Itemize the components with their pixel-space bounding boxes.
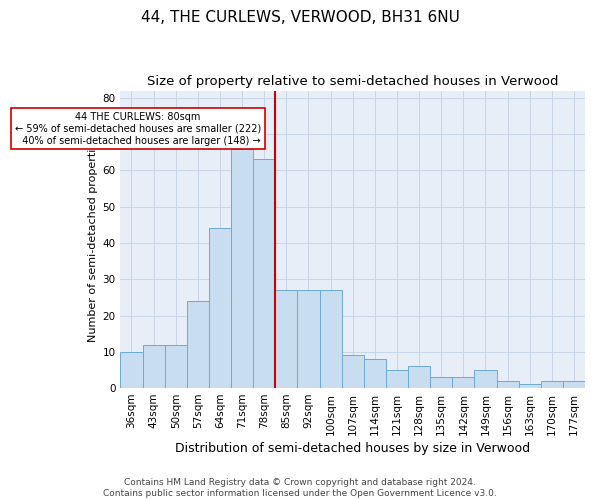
Bar xyxy=(275,290,298,388)
Bar xyxy=(518,384,541,388)
Bar xyxy=(364,359,386,388)
Bar xyxy=(408,366,430,388)
Bar xyxy=(320,290,341,388)
Bar xyxy=(231,148,253,388)
Bar xyxy=(253,160,275,388)
Bar xyxy=(341,356,364,388)
Bar xyxy=(452,377,475,388)
Title: Size of property relative to semi-detached houses in Verwood: Size of property relative to semi-detach… xyxy=(147,75,559,88)
Bar xyxy=(386,370,408,388)
Bar xyxy=(298,290,320,388)
Bar xyxy=(187,301,209,388)
Text: 44 THE CURLEWS: 80sqm
← 59% of semi-detached houses are smaller (222)
  40% of s: 44 THE CURLEWS: 80sqm ← 59% of semi-deta… xyxy=(15,112,261,146)
Text: Contains HM Land Registry data © Crown copyright and database right 2024.
Contai: Contains HM Land Registry data © Crown c… xyxy=(103,478,497,498)
Bar xyxy=(541,381,563,388)
Bar xyxy=(497,381,518,388)
Bar xyxy=(475,370,497,388)
X-axis label: Distribution of semi-detached houses by size in Verwood: Distribution of semi-detached houses by … xyxy=(175,442,530,455)
Bar xyxy=(430,377,452,388)
Text: 44, THE CURLEWS, VERWOOD, BH31 6NU: 44, THE CURLEWS, VERWOOD, BH31 6NU xyxy=(140,10,460,25)
Y-axis label: Number of semi-detached properties: Number of semi-detached properties xyxy=(88,136,98,342)
Bar xyxy=(164,344,187,388)
Bar xyxy=(121,352,143,388)
Bar xyxy=(209,228,231,388)
Bar xyxy=(143,344,164,388)
Bar xyxy=(563,381,585,388)
